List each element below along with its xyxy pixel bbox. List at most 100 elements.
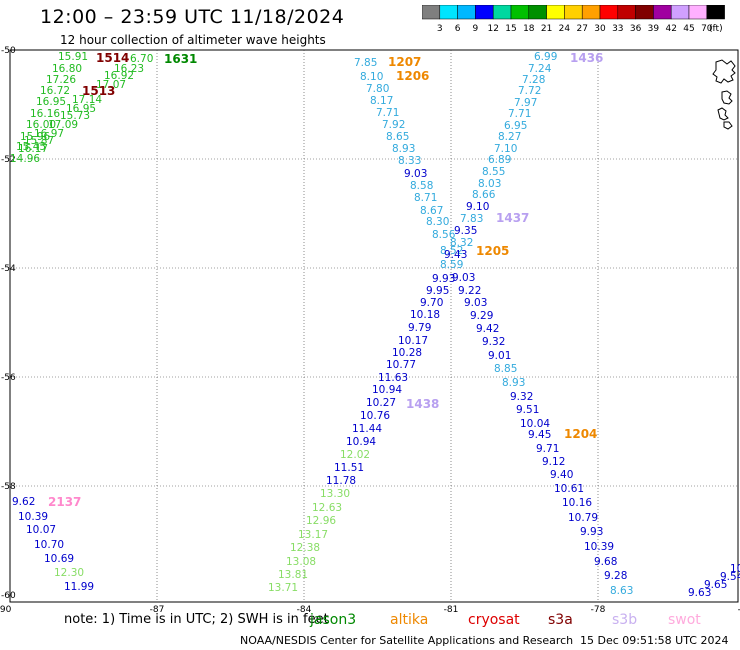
wave-height-label: 10.69 — [44, 553, 74, 565]
colorbar-level: 42 — [665, 24, 676, 34]
wave-height-label: 9.29 — [470, 310, 493, 322]
wave-height-label: 14.96 — [10, 153, 40, 165]
wave-height-label: 12.63 — [312, 502, 342, 514]
wave-height-label: 10.94 — [346, 436, 376, 448]
wave-height-label: 8.03 — [478, 178, 501, 190]
wave-height-label: 9.03 — [464, 297, 487, 309]
wave-height-label: 11.78 — [326, 475, 356, 487]
wave-height-label: 6.89 — [488, 154, 511, 166]
wave-height-label: 8.63 — [610, 585, 633, 597]
satellite-legend-jason3: jason3 — [310, 612, 357, 628]
pass-time-label: 1437 — [496, 211, 529, 225]
page-subtitle: 12 hour collection of altimeter wave hei… — [60, 33, 326, 47]
pass-time-label: 2137 — [48, 495, 81, 509]
wave-height-label: 9.35 — [454, 225, 477, 237]
wave-height-label: 8.56 — [432, 229, 456, 241]
wave-height-label: 12.96 — [306, 515, 336, 527]
wave-height-label: 13.30 — [320, 488, 350, 500]
wave-height-label: 9.51 — [516, 404, 539, 416]
wave-height-label: 7.71 — [376, 107, 399, 119]
lon-tick-label: -75 — [738, 605, 740, 615]
wave-height-label: 16.95 — [36, 96, 66, 108]
wave-height-label: 8.59 — [440, 259, 463, 271]
wave-height-label: 9.54 — [720, 571, 740, 583]
wave-height-label: 8.52 — [440, 245, 463, 257]
map-grid — [10, 50, 738, 602]
wave-height-label: 16.17 — [18, 143, 48, 155]
wave-height-label: 8.32 — [450, 237, 473, 249]
pass-time-label: 1204 — [564, 427, 597, 441]
colorbar-unit: (ft) — [709, 24, 723, 34]
wave-height-label: 10.39 — [584, 541, 614, 553]
wave-height-label: 11.51 — [334, 462, 364, 474]
wave-height-label: 10.04 — [520, 418, 550, 430]
wave-height-label: 12.30 — [54, 567, 84, 579]
lat-tick-label: -50 — [1, 46, 16, 56]
wave-height-label: 15.91 — [58, 51, 88, 63]
wave-height-label: 10.70 — [34, 539, 64, 551]
wave-height-label: 16.16 — [30, 108, 60, 120]
wave-height-label: 9.42 — [476, 323, 499, 335]
satellite-legend-swot: swot — [668, 612, 701, 628]
wave-height-label: 9.32 — [510, 391, 533, 403]
wave-height-label: 9.28 — [604, 570, 627, 582]
wave-height-label: 11.63 — [378, 372, 408, 384]
wave-height-label: 9.03 — [452, 272, 475, 284]
wave-height-label: 9.45 — [528, 429, 551, 441]
colorbar-level: 21 — [541, 24, 552, 34]
wave-height-label: 10.07 — [26, 524, 56, 536]
wave-height-label: 8.30 — [426, 216, 449, 228]
satellite-legend-s3a: s3a — [548, 612, 573, 628]
wave-height-label: 9.95 — [426, 285, 449, 297]
colorbar-level: 70 — [701, 24, 713, 34]
wave-height-label: 6.95 — [504, 120, 527, 132]
wave-height-label: 8.85 — [494, 363, 517, 375]
colorbar-level: 15 — [505, 24, 516, 34]
colorbar-level: 30 — [594, 24, 606, 34]
colorbar-level: 3 — [437, 24, 443, 34]
wave-height-label: 7.85 — [354, 57, 377, 69]
pass-time-label: 1436 — [570, 51, 603, 65]
wave-height-label: 10.16 — [562, 497, 592, 509]
wave-height-label: 8.93 — [502, 377, 525, 389]
pass-time-label: 1206 — [396, 69, 429, 83]
wave-height-label: 9.32 — [482, 336, 505, 348]
lat-tick-label: -56 — [1, 373, 16, 383]
wave-height-label: 10.61 — [554, 483, 584, 495]
wave-height-label: 8.55 — [482, 166, 505, 178]
wave-height-label: 10 — [730, 563, 740, 575]
wave-height-label: 16.72 — [40, 85, 70, 97]
wave-height-label: 16.95 — [66, 103, 96, 115]
lat-tick-label: -54 — [1, 264, 16, 274]
wave-height-label: 8.71 — [414, 192, 437, 204]
pass-time-label: 1514 — [96, 51, 129, 65]
colorbar-level: 45 — [683, 24, 694, 34]
satellite-legend: jason3 altika cryosat s3a s3b swot — [0, 612, 740, 630]
wave-height-label: 9.03 — [404, 168, 427, 180]
satellite-legend-altika: altika — [390, 612, 429, 628]
wave-height-label: 7.24 — [528, 63, 552, 75]
colorbar-level: 18 — [523, 24, 535, 34]
wave-height-label: 8.93 — [392, 143, 415, 155]
wave-height-label: 10.27 — [366, 397, 396, 409]
wave-height-label: 13.08 — [286, 556, 316, 568]
lon-tick-label: -78 — [591, 605, 606, 615]
wave-height-label: 9.12 — [542, 456, 565, 468]
pass-time-label: 1513 — [82, 84, 115, 98]
pass-time-label: 1205 — [476, 244, 509, 258]
wave-height-label: 10.76 — [360, 410, 390, 422]
wave-height-label: 16.00 — [26, 119, 56, 131]
colorbar-level: 39 — [648, 24, 660, 34]
satellite-legend-cryosat: cryosat — [468, 612, 520, 628]
wave-height-label: 9.01 — [488, 350, 511, 362]
lat-tick-label: -58 — [1, 482, 16, 492]
wave-height-label: 9.62 — [12, 496, 35, 508]
lon-tick-label: -90 — [0, 605, 12, 615]
map-frame — [9, 49, 739, 603]
lat-tick-label: -60 — [1, 591, 16, 601]
wave-height-label: 8.33 — [398, 155, 421, 167]
lon-tick-label: -84 — [297, 605, 312, 615]
observation-labels: 15.9116.8017.2616.7216.9516.1616.0015.96… — [10, 51, 740, 599]
map-axis-ticks: -50 -52 -54 -56 -58 -60 -90 -87 -84 -81 -78 -75 — [0, 46, 740, 615]
